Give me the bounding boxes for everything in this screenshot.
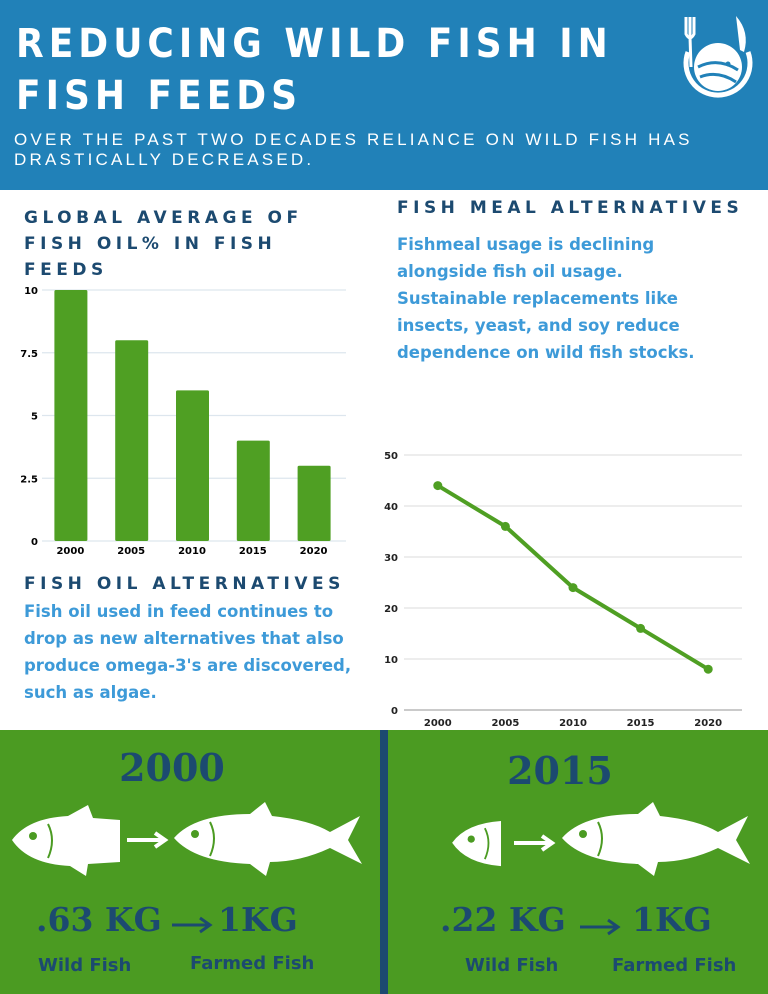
farmed-fish-label: Farmed Fish (190, 953, 315, 974)
y-tick-label: 30 (384, 553, 398, 564)
year-2015: 2015 (507, 748, 613, 793)
fish-meal-alternatives-heading: FISH MEAL ALTERNATIVES (397, 198, 744, 218)
fish-meal-line-chart: 0 10 20 30 40 50 2000 2005 2010 2015 2020 (384, 451, 742, 729)
bar (54, 290, 88, 541)
y-tick-label: 0 (391, 706, 398, 717)
y-tick-label: 2.5 (20, 474, 38, 485)
y-tick-label: 7.5 (20, 349, 38, 360)
bar (115, 340, 149, 541)
data-point (636, 623, 646, 633)
y-tick-label: 0 (31, 537, 38, 548)
y-tick-label: 10 (384, 655, 398, 666)
arrow-icon (514, 834, 556, 852)
x-tick-label: 2000 (56, 546, 84, 557)
farmed-fish-amount: 1KG (632, 900, 712, 939)
data-point (568, 583, 578, 593)
x-tick-label: 2010 (178, 546, 206, 557)
page-title: Reducing wild fish in fish feeds (16, 21, 613, 119)
wild-fish-icon (451, 820, 501, 870)
x-tick-label: 2005 (117, 546, 145, 557)
x-tick-label: 2010 (559, 718, 587, 729)
wild-fish-amount: .63 KG (36, 900, 162, 939)
y-tick-label: 5 (31, 412, 38, 423)
x-tick-label: 2015 (627, 718, 655, 729)
x-tick-label: 2005 (491, 718, 519, 729)
arrow-icon (127, 831, 169, 849)
wild-fish-amount: .22 KG (440, 900, 566, 939)
data-point (703, 664, 713, 674)
bar (236, 440, 270, 541)
farmed-fish-icon (173, 801, 363, 877)
year-2000: 2000 (119, 745, 225, 790)
header-banner (0, 0, 768, 190)
bar-chart-heading: GLOBAL AVERAGE OF FISH OIL% IN FISH FEED… (24, 208, 303, 280)
arrow-icon (580, 918, 621, 936)
bar (176, 390, 209, 541)
x-tick-label: 2020 (300, 546, 328, 557)
y-tick-label: 10 (24, 286, 38, 297)
wild-fish-label: Wild Fish (38, 955, 132, 976)
farmed-fish-amount: 1KG (218, 900, 298, 939)
fish-meal-alternatives-text: Fishmeal usage is declining alongside fi… (397, 235, 695, 362)
fish-oil-alternatives-text: Fish oil used in feed continues to drop … (24, 602, 352, 702)
y-tick-label: 40 (384, 502, 398, 513)
data-point (500, 521, 510, 531)
data-point (433, 481, 443, 491)
wild-fish-icon (11, 804, 121, 877)
farmed-fish-label: Farmed Fish (612, 955, 737, 976)
y-tick-label: 50 (384, 451, 398, 462)
bar (297, 465, 331, 541)
fork-knife-fish-plate-logo (683, 16, 753, 98)
page-subtitle: OVER THE PAST TWO DECADES RELIANCE ON WI… (14, 130, 693, 169)
farmed-fish-icon (561, 801, 751, 877)
y-tick-label: 20 (384, 604, 398, 615)
x-tick-label: 2000 (424, 718, 452, 729)
fish-oil-bar-chart: 0 2.5 5 7.5 10 2000 2005 2010 2015 2020 (20, 286, 346, 557)
fish-oil-alternatives-heading: FISH OIL ALTERNATIVES (24, 574, 345, 594)
wild-fish-label: Wild Fish (465, 955, 559, 976)
data-line (436, 483, 710, 671)
arrow-icon (172, 916, 213, 934)
x-tick-label: 2015 (239, 546, 267, 557)
x-tick-label: 2020 (694, 718, 722, 729)
panel-divider (380, 730, 388, 994)
